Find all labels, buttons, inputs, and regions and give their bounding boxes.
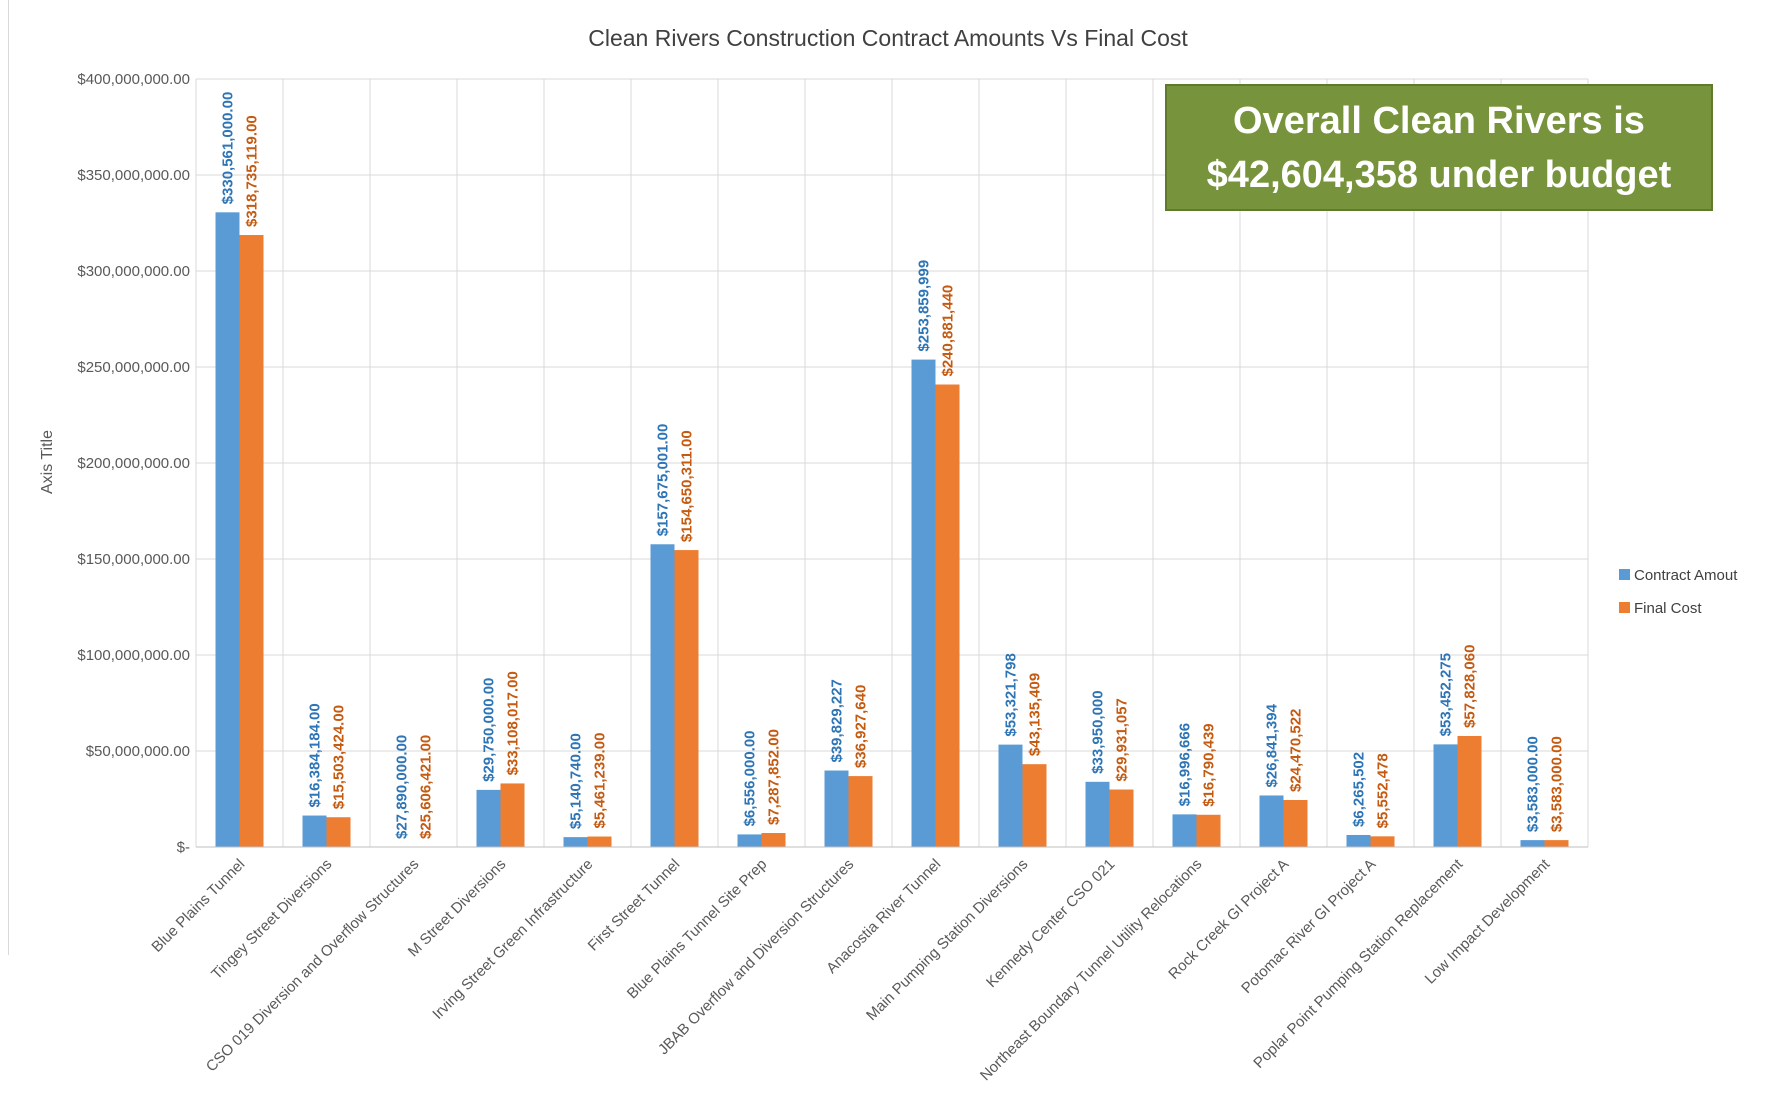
data-label-contract: $6,265,502 [1351, 752, 1368, 827]
bar-contract-amount[interactable] [1433, 744, 1458, 847]
y-tick-label: $300,000,000.00 [77, 263, 190, 280]
data-label-final: $24,470,522 [1288, 709, 1305, 792]
y-tick-label: $100,000,000.00 [77, 647, 190, 664]
data-label-contract: $29,750,000.00 [481, 678, 498, 782]
bar-contract-amount[interactable] [1172, 814, 1197, 847]
bar-final-cost[interactable] [500, 783, 525, 847]
x-tick-label: Blue Plains Tunnel Site Prep [624, 856, 770, 1002]
x-tick-label: Irving Street Green Infrastructure [429, 856, 596, 1023]
x-tick-label: Blue Plains Tunnel [148, 856, 248, 956]
data-label-contract: $26,841,394 [1264, 703, 1281, 787]
data-label-final: $5,461,239.00 [592, 733, 609, 829]
y-tick-label: $150,000,000.00 [77, 551, 190, 568]
bar-contract-amount[interactable] [824, 770, 849, 847]
data-label-contract: $253,859,999 [916, 260, 933, 352]
data-label-final: $7,287,852.00 [766, 729, 783, 825]
x-tick-label: First Street Tunnel [585, 856, 684, 955]
data-label-final: $43,135,409 [1027, 673, 1044, 756]
data-label-contract: $27,890,000.00 [394, 735, 411, 839]
data-label-final: $154,650,311.00 [679, 430, 696, 542]
y-tick-label: $50,000,000.00 [86, 743, 190, 760]
chart-border [8, 0, 9, 955]
data-label-final: $36,927,640 [853, 685, 870, 768]
callout-line-1: Overall Clean Rivers is [1233, 99, 1645, 142]
legend-label-contract: Contract Amout [1634, 567, 1738, 584]
legend-item-final[interactable]: Final Cost [1619, 600, 1702, 617]
x-tick-label: Main Pumping Station Diversions [863, 856, 1031, 1024]
y-tick-label: $- [177, 839, 190, 856]
legend: Contract Amout Final Cost [1619, 567, 1738, 617]
bar-contract-amount[interactable] [911, 359, 936, 847]
data-label-final: $16,790,439 [1201, 723, 1218, 806]
bar-contract-amount[interactable] [476, 789, 501, 847]
bar-contract-amount[interactable] [737, 834, 762, 847]
data-label-contract: $39,829,227 [829, 679, 846, 762]
data-label-contract: $5,140,740.00 [568, 733, 585, 829]
data-label-contract: $6,556,000.00 [742, 730, 759, 826]
data-label-contract: $3,583,000.00 [1525, 736, 1542, 832]
bar-final-cost[interactable] [848, 776, 873, 847]
bar-final-cost[interactable] [1022, 764, 1047, 847]
legend-item-contract[interactable]: Contract Amout [1619, 567, 1738, 584]
bar-contract-amount[interactable] [1346, 834, 1371, 847]
bar-final-cost[interactable] [1370, 836, 1395, 847]
x-tick-label: JBAB Overflow and Diversion Structures [655, 856, 857, 1058]
legend-swatch-contract [1619, 569, 1630, 580]
y-tick-label: $400,000,000.00 [77, 71, 190, 88]
y-axis-title: Axis Title [39, 430, 56, 494]
bar-contract-amount[interactable] [1259, 795, 1284, 847]
data-label-final: $3,583,000.00 [1549, 736, 1566, 832]
bar-contract-amount[interactable] [650, 544, 675, 847]
bar-contract-amount[interactable] [302, 815, 327, 847]
data-label-contract: $157,675,001.00 [655, 424, 672, 537]
y-tick-label: $250,000,000.00 [77, 359, 190, 376]
bars [215, 212, 1569, 847]
data-label-final: $5,552,478 [1375, 753, 1392, 828]
data-label-contract: $330,561,000.00 [220, 92, 237, 205]
data-label-final: $33,108,017.00 [505, 671, 522, 775]
budget-callout: Overall Clean Rivers is $42,604,358 unde… [1165, 84, 1713, 211]
data-label-final: $15,503,424.00 [331, 705, 348, 809]
bar-final-cost[interactable] [1457, 735, 1482, 847]
bar-contract-amount[interactable] [1520, 840, 1545, 847]
data-label-contract: $16,996,666 [1177, 723, 1194, 806]
data-label-contract: $16,384,184.00 [307, 703, 324, 807]
x-tick-label: M Street Diversions [405, 856, 510, 961]
chart-title: Clean Rivers Construction Contract Amoun… [588, 25, 1188, 51]
legend-swatch-final [1619, 602, 1630, 613]
bar-contract-amount[interactable] [215, 212, 240, 847]
bar-final-cost[interactable] [587, 836, 612, 847]
y-tick-label: $350,000,000.00 [77, 167, 190, 184]
bar-final-cost[interactable] [761, 833, 786, 847]
data-label-final: $240,881,440 [940, 285, 957, 377]
bar-contract-amount[interactable] [1085, 781, 1110, 847]
bar-final-cost[interactable] [1109, 789, 1134, 847]
bar-contract-amount[interactable] [998, 744, 1023, 847]
data-label-contract: $33,950,000 [1090, 690, 1107, 773]
bar-contract-amount[interactable] [563, 837, 588, 847]
bar-final-cost[interactable] [1196, 814, 1221, 847]
data-label-final: $25,606,421.00 [418, 735, 435, 839]
bar-final-cost[interactable] [935, 384, 960, 847]
bar-final-cost[interactable] [239, 235, 264, 847]
bar-final-cost[interactable] [326, 817, 351, 847]
y-tick-label: $200,000,000.00 [77, 455, 190, 472]
bar-final-cost[interactable] [1544, 840, 1569, 847]
data-label-final: $29,931,057 [1114, 698, 1131, 781]
data-label-contract: $53,321,798 [1003, 653, 1020, 736]
y-axis-ticks: $- $50,000,000.00 $100,000,000.00 $150,000,… [77, 71, 190, 856]
bar-final-cost[interactable] [1283, 800, 1308, 847]
legend-label-final: Final Cost [1634, 600, 1702, 617]
bar-final-cost[interactable] [674, 550, 699, 847]
data-label-final: $318,735,119.00 [244, 115, 261, 227]
callout-line-2: $42,604,358 under budget [1206, 153, 1672, 196]
data-labels: $330,561,000.00 $318,735,119.00 $16,384,18… [220, 92, 1566, 839]
data-label-final: $57,828,060 [1462, 645, 1479, 728]
data-label-contract: $53,452,275 [1438, 653, 1455, 736]
